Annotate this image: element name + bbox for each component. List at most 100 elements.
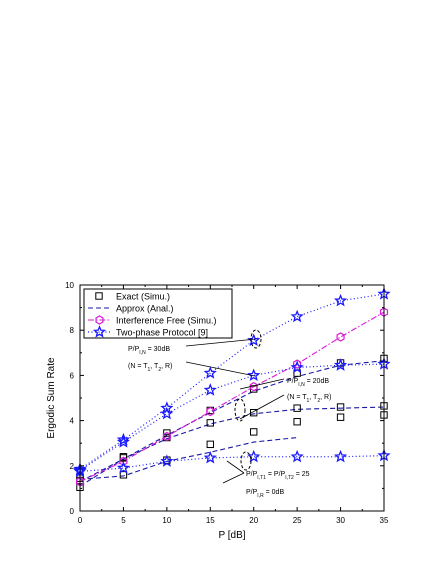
- data-point-star: [160, 401, 174, 414]
- data-point-square: [250, 428, 258, 436]
- data-point-hexagon: [119, 456, 128, 466]
- legend-label: Interference Free (Simu.): [116, 316, 217, 326]
- data-point-square: [293, 418, 301, 426]
- annotation-30db-nodes: (N = T1, T2, R): [128, 363, 172, 373]
- annotation-relay-power: P/PI,R = 0dB: [246, 489, 284, 499]
- annotation-part: = 30dB: [146, 346, 171, 353]
- annotation-part: = 20dB: [305, 378, 330, 385]
- annotation-leader-line: [222, 472, 245, 484]
- data-point-star: [160, 454, 174, 467]
- data-point-star: [290, 360, 304, 374]
- legend-label: Two-phase Protocol [9]: [116, 328, 208, 338]
- series-line-interference-free: [79, 311, 385, 483]
- data-point-star: [203, 383, 217, 396]
- annotation-part: , T: [150, 363, 159, 370]
- annotation-part: , R): [161, 363, 172, 370]
- annotation-leader-line: [185, 338, 257, 347]
- annotation-part: , R): [320, 394, 331, 401]
- data-point-square: [336, 403, 345, 411]
- legend-marker-square: [95, 292, 103, 300]
- series-line-two-phase: [79, 293, 385, 470]
- annotation-part: = 0dB: [264, 489, 285, 496]
- x-tick-label: 35: [380, 516, 389, 525]
- y-tick-label: 6: [70, 371, 75, 380]
- y-tick-label: 8: [70, 326, 75, 335]
- annotation-leader-line: [239, 378, 285, 390]
- annotation-part: P/P: [246, 489, 258, 496]
- annotation-30db: P/PI,N = 30dB: [128, 346, 170, 356]
- x-axis-title: P [dB]: [218, 530, 245, 541]
- data-point-square: [293, 404, 301, 412]
- data-point-star: [247, 333, 261, 346]
- annotation-part: (N = T: [128, 363, 148, 370]
- annotation-part: I,R: [257, 493, 264, 499]
- annotation-part: 1: [148, 367, 151, 373]
- y-axis-title: Ergodic Sum Rate: [46, 357, 57, 439]
- group-ellipse-fixed: [240, 451, 252, 471]
- data-point-star: [116, 432, 131, 446]
- data-point-hexagon: [162, 431, 171, 442]
- data-point-star: [247, 368, 261, 382]
- annotation-part: P/P: [246, 471, 258, 478]
- annotation-leader-line: [239, 394, 285, 420]
- data-point-hexagon: [336, 332, 345, 342]
- annotation-part: (N = T: [287, 394, 307, 401]
- data-point-star: [203, 450, 217, 464]
- annotation-part: I,N: [298, 382, 305, 388]
- data-point-star: [333, 358, 348, 371]
- series-line-approx: [79, 406, 385, 483]
- series-line-approx: [79, 437, 298, 480]
- annotation-part: P/P: [128, 346, 140, 353]
- x-tick-label: 25: [293, 516, 302, 525]
- plot-lines: [79, 293, 385, 487]
- data-point-hexagon: [206, 406, 215, 417]
- x-tick-label: 15: [206, 516, 215, 525]
- data-point-star: [203, 366, 217, 379]
- annotation-part: 2: [317, 398, 320, 404]
- data-point-square: [206, 419, 214, 427]
- annotation-part: P/P: [287, 378, 299, 385]
- legend-marker-hexagon: [95, 315, 104, 325]
- annotations: P/PI,N = 30dB(N = T1, T2, R)P/PI,N = 20d…: [128, 329, 331, 499]
- x-tick-label: 5: [121, 516, 126, 525]
- annotation-part: = P/P: [266, 471, 286, 478]
- data-point-square: [250, 408, 258, 417]
- data-point-star: [290, 449, 304, 463]
- x-tick-label: 30: [336, 516, 345, 525]
- legend-label: Approx (Anal.): [116, 304, 174, 314]
- annotation-part: , T: [309, 394, 318, 401]
- annotation-20db: P/PI,N = 20dB: [287, 378, 329, 388]
- annotation-part: 2: [158, 367, 161, 373]
- plot-markers: [73, 287, 391, 491]
- legend-marker-star: [92, 325, 107, 338]
- y-tick-label: 4: [70, 417, 75, 426]
- x-tick-label: 0: [78, 516, 83, 525]
- data-point-square: [119, 471, 128, 479]
- data-point-square: [119, 453, 128, 461]
- data-point-star: [116, 435, 131, 448]
- y-tick-label: 0: [70, 507, 75, 516]
- annotation-leader-line: [185, 361, 256, 377]
- annotation-interference-power: P/PI,T1 = P/PI,T2 = 25: [246, 471, 310, 481]
- annotation-part: I,T2: [285, 475, 294, 481]
- data-point-star: [116, 461, 131, 474]
- group-ellipse-20db: [234, 398, 246, 422]
- x-tick-label: 20: [249, 516, 258, 525]
- y-tick-label: 10: [65, 281, 74, 290]
- annotation-leader-line: [226, 460, 245, 474]
- annotation-20db-nodes: (N = T1, T2, R): [287, 394, 331, 404]
- legend-box: [83, 288, 233, 339]
- data-point-square: [206, 440, 214, 449]
- group-ellipse-30db: [250, 329, 262, 349]
- data-point-hexagon: [293, 359, 302, 369]
- legend-label: Exact (Simu.): [116, 292, 170, 302]
- annotation-part: 1: [307, 398, 310, 404]
- series-line-two-phase: [79, 363, 385, 471]
- data-point-square: [163, 429, 171, 437]
- annotation-part: I,N: [139, 350, 146, 356]
- axis-ticks: 0 5 10 15 20 25 30 35 0 2 4 6 8 10: [65, 281, 389, 525]
- data-point-star: [290, 309, 304, 323]
- data-point-square: [336, 413, 345, 421]
- data-point-star: [333, 293, 348, 307]
